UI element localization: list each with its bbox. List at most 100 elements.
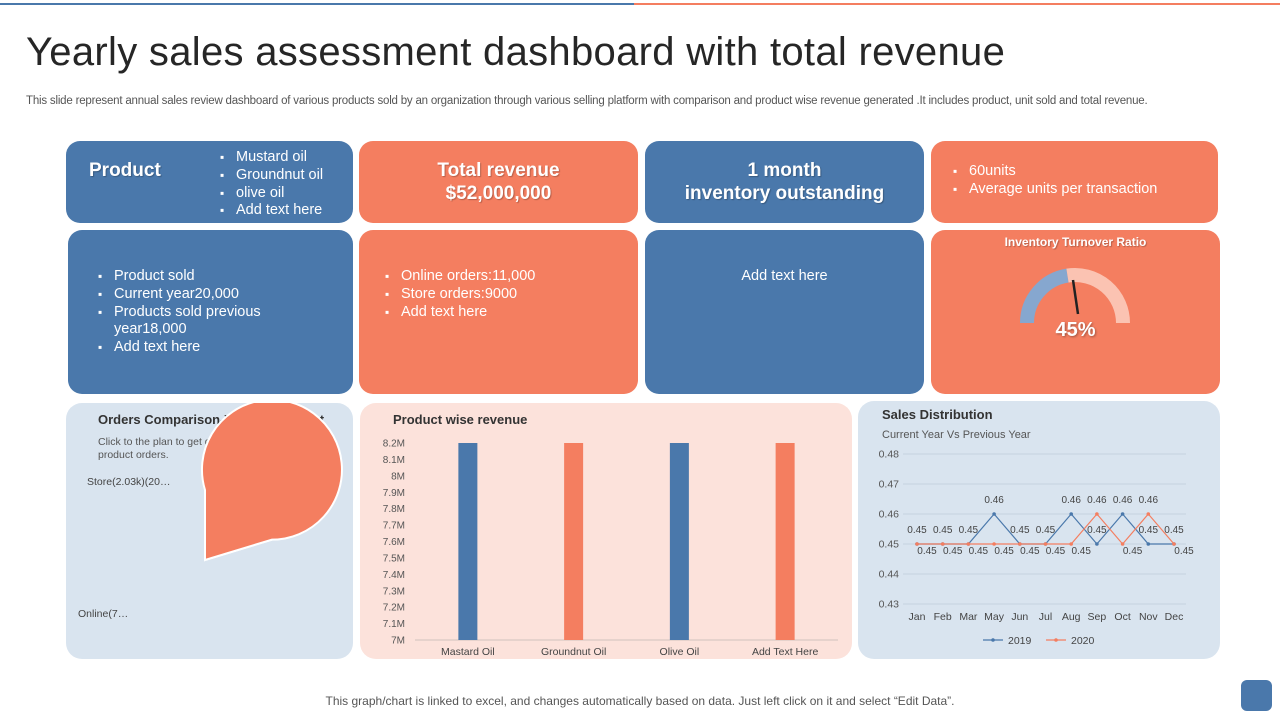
data-label: 0.46	[1087, 495, 1107, 506]
list-item: olive oil	[218, 185, 323, 203]
x-tick-label: Olive Oil	[660, 646, 700, 658]
text-card-content: Add text here	[741, 268, 828, 284]
data-point[interactable]	[992, 542, 996, 546]
data-label: 0.45	[1139, 525, 1159, 536]
data-point[interactable]	[1120, 542, 1125, 546]
x-tick-label: Oct	[1114, 611, 1130, 623]
list-item: Online orders:11,000	[383, 268, 535, 286]
data-point[interactable]	[1018, 542, 1022, 546]
footer-note: This graph/chart is linked to excel, and…	[325, 694, 955, 708]
sales-line-chart[interactable]: 0.48 0.47 0.46 0.45 0.44 0.43 Jan Feb Mar May Jun J…	[858, 401, 1220, 659]
data-label: 0.45	[907, 525, 927, 536]
orders-pie-chart[interactable]: Store(2.03k)(20… Online(7…	[66, 403, 353, 659]
list-item: Add text here	[383, 304, 535, 322]
data-point[interactable]	[1069, 512, 1073, 516]
x-tick-label: Sep	[1088, 611, 1107, 623]
product-list: Mustard oil Groundnut oil olive oil Add …	[218, 149, 323, 220]
legend-marker	[991, 638, 995, 642]
bar[interactable]	[669, 443, 689, 640]
inventory-turnover-card: Inventory Turnover Ratio 45%	[931, 230, 1220, 394]
x-tick-label: Add Text Here	[752, 646, 819, 658]
data-point[interactable]	[940, 542, 945, 546]
data-label: 0.46	[1061, 495, 1081, 506]
data-point[interactable]	[1095, 542, 1099, 546]
turnover-title: Inventory Turnover Ratio	[1004, 235, 1147, 249]
list-item: Product sold	[96, 268, 296, 286]
y-tick-label: 8.1M	[383, 455, 405, 466]
inventory-label: inventory outstanding	[684, 183, 885, 204]
page-title: Yearly sales assessment dashboard with t…	[26, 30, 1006, 74]
product-revenue-bar-chart[interactable]: 8.2M 8.1M 8M 7.9M 7.8M 7.7M 7.6M 7.5M 7.4M 7.3M 7.…	[360, 403, 852, 659]
sales-panel-subtitle: Current Year Vs Previous Year	[882, 429, 1031, 441]
data-point[interactable]	[966, 542, 971, 546]
turnover-value: 45%	[1055, 319, 1096, 341]
corner-button[interactable]	[1241, 680, 1272, 711]
x-tick-label: Nov	[1139, 611, 1158, 623]
list-item: Products sold previous year18,000	[96, 304, 296, 340]
data-label: 0.46	[984, 495, 1004, 506]
text-card: Add text here	[645, 230, 924, 394]
orders-comparison-panel: Orders Comparison-Various Product Click …	[66, 403, 353, 659]
units-card: 60units Average units per transaction	[931, 141, 1218, 223]
y-tick-label: 7.1M	[383, 619, 405, 630]
bar[interactable]	[775, 443, 795, 640]
data-point[interactable]	[1146, 512, 1151, 516]
inventory-duration: 1 month	[747, 160, 822, 181]
x-tick-label: Jan	[909, 611, 926, 623]
x-tick-label: Groundnut Oil	[541, 646, 606, 658]
list-item: Groundnut oil	[218, 167, 323, 185]
list-item: Mustard oil	[218, 149, 323, 167]
y-tick-label: 0.43	[879, 599, 900, 611]
products-sold-card: Product sold Current year20,000 Products…	[68, 230, 353, 394]
pie-label: Online(7…	[78, 608, 128, 620]
y-tick-label: 7.6M	[383, 537, 405, 548]
data-point[interactable]	[1146, 542, 1151, 546]
x-tick-label: Mastard Oil	[441, 646, 495, 658]
data-label: 0.45	[1123, 546, 1143, 557]
data-label: 0.45	[959, 525, 979, 536]
y-tick-label: 7.2M	[383, 603, 405, 614]
y-tick-label: 7.9M	[383, 488, 405, 499]
y-tick-label: 8.2M	[383, 439, 405, 450]
page-subtitle: This slide represent annual sales review…	[26, 95, 1148, 107]
data-point[interactable]	[1120, 512, 1125, 516]
data-label: 0.45	[1046, 546, 1066, 557]
y-tick-label: 7.8M	[383, 504, 405, 515]
total-revenue-card: Total revenue $52,000,000	[359, 141, 638, 223]
data-label: 0.45	[1020, 546, 1040, 557]
x-tick-label: Jul	[1039, 611, 1052, 623]
bar[interactable]	[564, 443, 584, 640]
data-point[interactable]	[1095, 512, 1099, 516]
sales-distribution-panel: Sales Distribution Current Year Vs Previ…	[858, 401, 1220, 659]
data-label: 0.45	[943, 546, 963, 557]
list-item: Average units per transaction	[951, 181, 1157, 199]
data-label: 0.45	[1010, 525, 1030, 536]
pie-label: Store(2.03k)(20…	[87, 476, 170, 488]
x-tick-label: Jun	[1011, 611, 1028, 623]
top-accent-line-orange	[634, 3, 1280, 5]
data-point[interactable]	[1043, 542, 1048, 546]
x-tick-label: May	[984, 611, 1005, 623]
data-point[interactable]	[1172, 542, 1176, 546]
units-list: 60units Average units per transaction	[951, 163, 1157, 199]
data-label: 0.45	[969, 546, 989, 557]
data-label: 0.45	[1071, 546, 1091, 557]
bar[interactable]	[458, 443, 478, 640]
y-tick-label: 0.44	[879, 569, 900, 581]
data-point[interactable]	[992, 512, 996, 516]
turnover-gauge	[1020, 268, 1130, 324]
list-item: Store orders:9000	[383, 286, 535, 304]
total-revenue-label: Total revenue	[437, 160, 560, 181]
pie-slice[interactable]	[200, 403, 343, 562]
data-point[interactable]	[915, 542, 919, 546]
y-tick-label: 7.4M	[383, 570, 405, 581]
data-label: 0.45	[1036, 525, 1056, 536]
gauge-needle	[1071, 279, 1080, 315]
data-point[interactable]	[1069, 542, 1073, 546]
y-tick-label: 7.7M	[383, 521, 405, 532]
inventory-card: 1 month inventory outstanding	[645, 141, 924, 223]
list-item: 60units	[951, 163, 1157, 181]
gauge-remaining-arc	[1066, 268, 1130, 324]
total-revenue-value: $52,000,000	[445, 183, 552, 204]
product-revenue-panel: Product wise revenue 8.2M 8.1M 8M 7.9M 7.8M 7…	[360, 403, 852, 659]
